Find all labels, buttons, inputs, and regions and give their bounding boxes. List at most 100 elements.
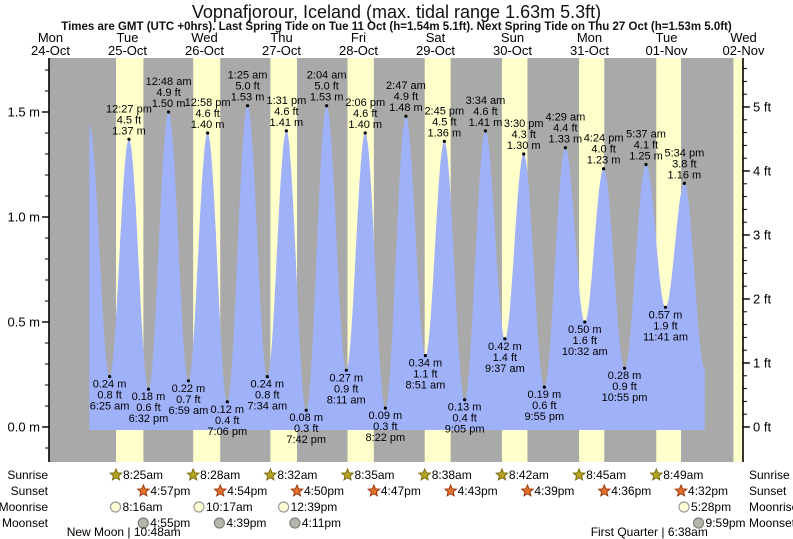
axis-label-ft: 4 ft xyxy=(753,164,771,179)
moonrise-icon xyxy=(193,501,205,513)
sunrise-time: 8:42am xyxy=(509,468,549,482)
moonrise-time: 5:28pm xyxy=(691,500,731,514)
tide-extreme-dot xyxy=(265,375,269,379)
tide-low-label: 0.8 ft xyxy=(255,390,279,402)
tide-extreme-dot xyxy=(423,354,427,358)
tide-high-label: 1.41 m xyxy=(270,117,304,129)
tide-low-label: 0.12 m xyxy=(210,404,244,416)
tide-low-label: 9:55 pm xyxy=(524,411,564,423)
sunrise-icon xyxy=(649,467,664,481)
tide-high-label: 4.5 ft xyxy=(432,116,456,128)
moonset-time: 9:59pm xyxy=(706,516,746,530)
astro-row-label-right: Moonset xyxy=(749,516,793,530)
axis-label-ft: 0 ft xyxy=(753,420,771,435)
tide-low-label: 0.13 m xyxy=(448,402,482,414)
moonrise-icon xyxy=(109,501,122,513)
sunrise-icon xyxy=(494,467,509,481)
tide-low-label: 10:55 pm xyxy=(602,392,648,404)
tide-extreme-dot xyxy=(522,152,526,156)
sunset-icon xyxy=(597,483,612,497)
sunrise-time: 8:32am xyxy=(277,468,317,482)
sunset-icon xyxy=(520,483,535,497)
tide-high-label: 4.6 ft xyxy=(195,108,219,120)
tide-extreme-dot xyxy=(166,110,171,114)
tide-low-label: 0.08 m xyxy=(289,412,323,424)
day-label-name: Sat xyxy=(426,30,446,45)
tide-extreme-dot xyxy=(503,337,507,341)
moonset-icon xyxy=(289,517,301,529)
tide-low-label: 1.6 ft xyxy=(573,335,597,347)
sunset-time: 4:32pm xyxy=(688,484,728,498)
tide-low-label: 0.3 ft xyxy=(373,421,397,433)
sunset-time: 4:47pm xyxy=(381,484,421,498)
tide-extreme-dot xyxy=(127,137,131,141)
tide-extreme-dot xyxy=(682,181,686,185)
moon-phase-label: First Quarter | 6:38am xyxy=(591,525,708,539)
moonset-time: 4:39pm xyxy=(226,516,266,530)
page-title: Vopnafjorour, Iceland (max. tidal range … xyxy=(191,2,602,22)
tide-low-label: 10:32 am xyxy=(562,346,608,358)
tide-high-label: 2:47 am xyxy=(386,80,426,92)
sunrise-icon xyxy=(263,467,278,481)
moonrise-time: 12:39pm xyxy=(291,500,338,514)
tide-high-label: 1.33 m xyxy=(549,134,583,146)
tide-high-label: 1.53 m xyxy=(231,92,265,104)
tide-low-label: 0.19 m xyxy=(528,389,562,401)
astro-row-label-right: Moonrise xyxy=(749,500,793,514)
tide-low-label: 0.22 m xyxy=(172,383,206,395)
tide-extreme-dot xyxy=(325,104,329,108)
moonrise-time: 10:17am xyxy=(206,500,253,514)
tide-extreme-dot xyxy=(404,114,408,118)
tide-high-label: 4:24 pm xyxy=(584,133,624,145)
day-label-name: Thu xyxy=(270,30,292,45)
tide-high-label: 1.25 m xyxy=(629,151,663,163)
tide-extreme-dot xyxy=(663,305,668,309)
axis-label-ft: 5 ft xyxy=(753,100,771,115)
tide-low-label: 0.6 ft xyxy=(136,402,160,414)
tide-low-label: 0.8 ft xyxy=(97,390,121,402)
tide-low-label: 0.24 m xyxy=(250,379,284,391)
day-label-date: 26-Oct xyxy=(185,43,224,58)
tide-high-label: 1.41 m xyxy=(469,117,503,129)
tide-low-label: 0.4 ft xyxy=(215,415,239,427)
tide-high-label: 5:37 am xyxy=(626,129,666,141)
astro-row-label-right: Sunrise xyxy=(749,468,790,482)
tide-high-label: 4.1 ft xyxy=(634,140,658,152)
astro-row-label-left: Sunrise xyxy=(7,468,48,482)
tide-low-label: 0.3 ft xyxy=(294,423,318,435)
axis-label-ft: 2 ft xyxy=(753,292,771,307)
sunset-time: 4:43pm xyxy=(458,484,498,498)
tide-high-label: 5.0 ft xyxy=(235,81,259,93)
tide-low-label: 8:22 pm xyxy=(365,432,405,444)
tide-extreme-dot xyxy=(284,129,288,133)
tide-extreme-dot xyxy=(383,406,387,410)
day-label-date: 28-Oct xyxy=(339,43,378,58)
tide-high-label: 5.0 ft xyxy=(314,81,338,93)
tide-extreme-dot xyxy=(563,146,567,150)
tide-high-label: 1.36 m xyxy=(428,127,462,139)
tide-high-label: 2:45 pm xyxy=(424,105,464,117)
day-label-date: 25-Oct xyxy=(108,43,147,58)
sunrise-time: 8:45am xyxy=(586,468,626,482)
moon-phase-label: New Moon | 10:48am xyxy=(67,525,181,539)
day-label-name: Fri xyxy=(351,30,366,45)
axis-label-ft: 1 ft xyxy=(753,356,771,371)
tide-high-label: 1.37 m xyxy=(112,125,146,137)
tide-high-label: 1.30 m xyxy=(507,140,541,152)
tide-high-label: 4.6 ft xyxy=(473,106,497,118)
tide-high-label: 4.6 ft xyxy=(274,106,298,118)
tide-extreme-dot xyxy=(542,385,546,389)
tide-high-label: 12:48 am xyxy=(146,76,192,88)
axis-label-m: 1.0 m xyxy=(7,210,40,225)
tide-extreme-dot xyxy=(186,379,190,383)
tide-low-label: 7:34 am xyxy=(247,401,287,413)
tide-high-label: 1.48 m xyxy=(389,102,423,114)
tide-low-label: 7:42 pm xyxy=(286,434,326,446)
tide-low-label: 9:05 pm xyxy=(445,424,485,436)
tide-low-label: 1.4 ft xyxy=(493,352,517,364)
sunrise-icon xyxy=(340,467,355,481)
tide-high-label: 4.9 ft xyxy=(156,87,180,99)
day-label-date: 31-Oct xyxy=(570,43,609,58)
moonrise-time: 8:16am xyxy=(123,500,163,514)
moonrise-icon xyxy=(277,501,290,513)
